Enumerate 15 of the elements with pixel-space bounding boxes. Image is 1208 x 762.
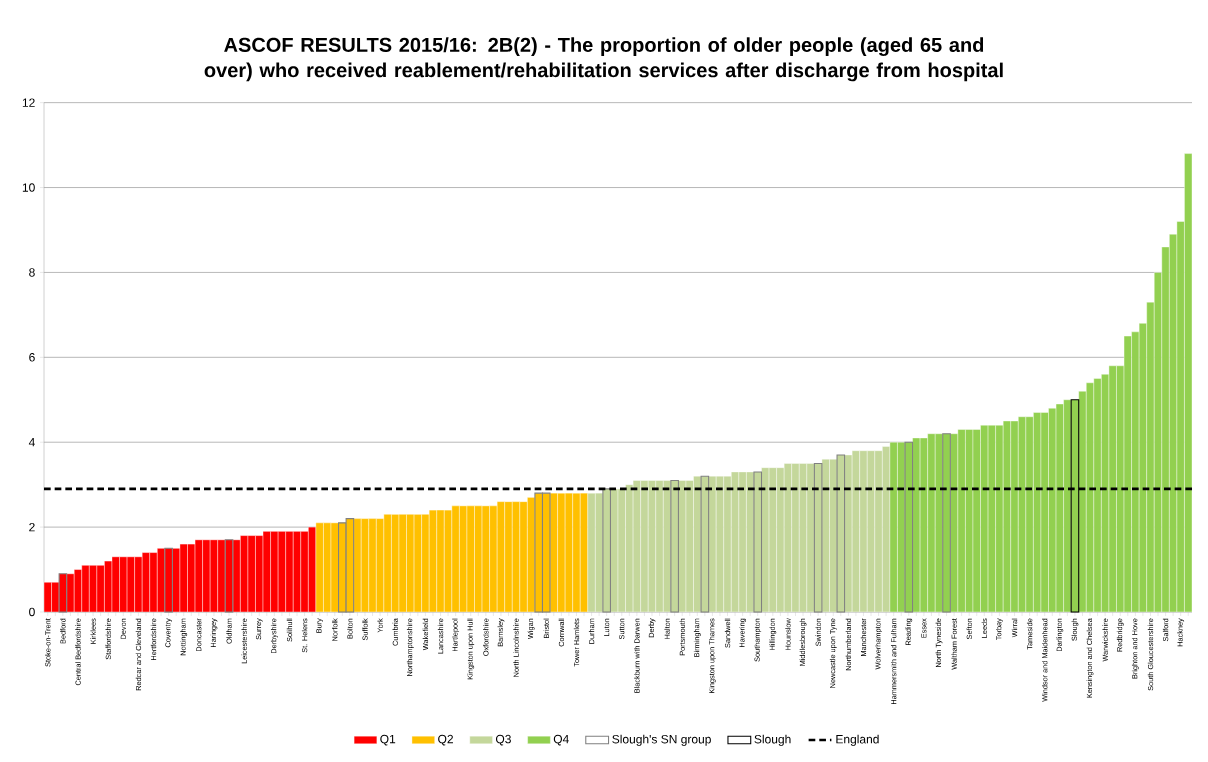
y-tick-label: 6: [29, 353, 35, 362]
legend-label: Slough: [754, 734, 791, 746]
y-tick-label: 4: [28, 438, 35, 447]
y-tick-label: 10: [22, 183, 35, 192]
y-tick-label: 8: [29, 268, 35, 277]
legend-label: Q2: [438, 734, 453, 746]
y-tick-label: 2: [29, 522, 35, 532]
legend-label: Q1: [380, 734, 396, 746]
chart-title: ASCOF RESULTS 2015/16: 2B(2) - The proportion of older people (aged 65 and over) who received reablement/rehabilitation services after discharge from hospital: [204, 37, 1003, 82]
legend-label: Slough's SN group: [612, 734, 711, 746]
legend-label: Q3: [495, 734, 511, 746]
y-tick-label: 12: [22, 98, 35, 107]
legend-label: Q4: [553, 734, 569, 746]
legend-label: England: [836, 734, 879, 746]
y-tick-label: 0: [29, 607, 35, 617]
